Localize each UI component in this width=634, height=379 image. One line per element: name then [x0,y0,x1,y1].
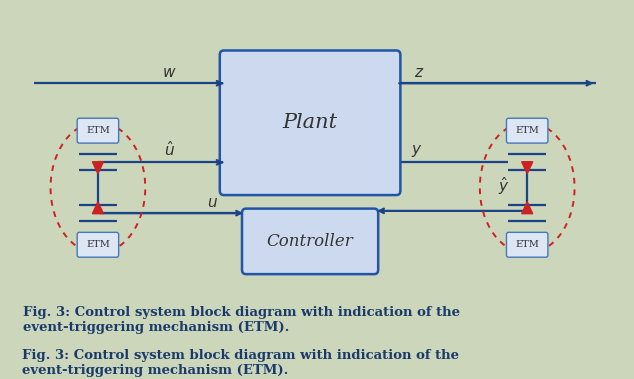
FancyBboxPatch shape [77,118,119,143]
Text: ETM: ETM [515,240,539,249]
Text: Fig. 3: Control system block diagram with indication of the
event-triggering mec: Fig. 3: Control system block diagram wit… [23,305,460,334]
Text: Fig. 3: Control system block diagram with indication of the
event-triggering mec: Fig. 3: Control system block diagram wit… [22,349,459,377]
Text: $y$: $y$ [411,143,423,159]
Text: Plant: Plant [283,113,337,132]
Text: Controller: Controller [267,233,354,250]
Text: ETM: ETM [515,126,539,135]
Polygon shape [522,202,533,214]
FancyBboxPatch shape [507,232,548,257]
Text: $u$: $u$ [207,196,218,210]
Polygon shape [93,202,103,214]
Text: $\hat{u}$: $\hat{u}$ [164,140,175,159]
Polygon shape [522,162,533,174]
Text: ETM: ETM [86,240,110,249]
FancyBboxPatch shape [77,232,119,257]
Text: $z$: $z$ [414,66,425,80]
FancyBboxPatch shape [507,118,548,143]
Text: $w$: $w$ [162,66,177,80]
Polygon shape [93,162,103,174]
FancyBboxPatch shape [220,50,401,195]
Text: ETM: ETM [86,126,110,135]
Text: $\hat{y}$: $\hat{y}$ [498,175,510,197]
FancyBboxPatch shape [242,208,378,274]
